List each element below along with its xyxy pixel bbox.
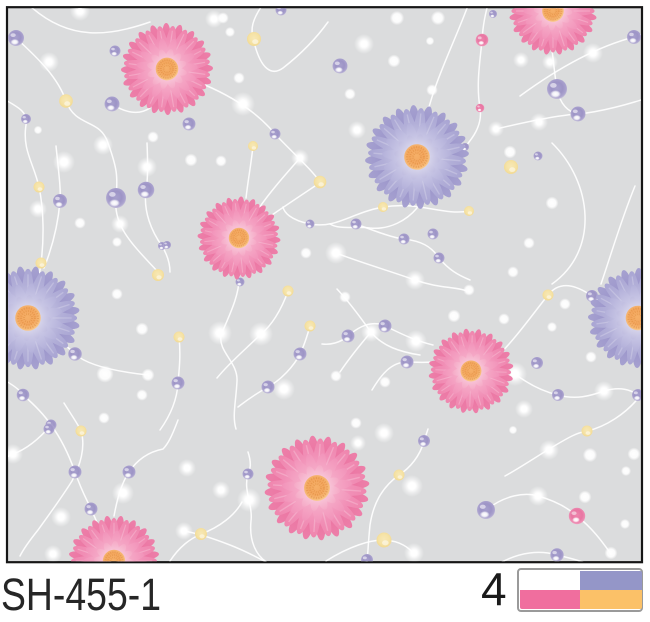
svg-text:4: 4 bbox=[481, 563, 507, 615]
svg-text:SH-455-1: SH-455-1 bbox=[1, 569, 161, 617]
